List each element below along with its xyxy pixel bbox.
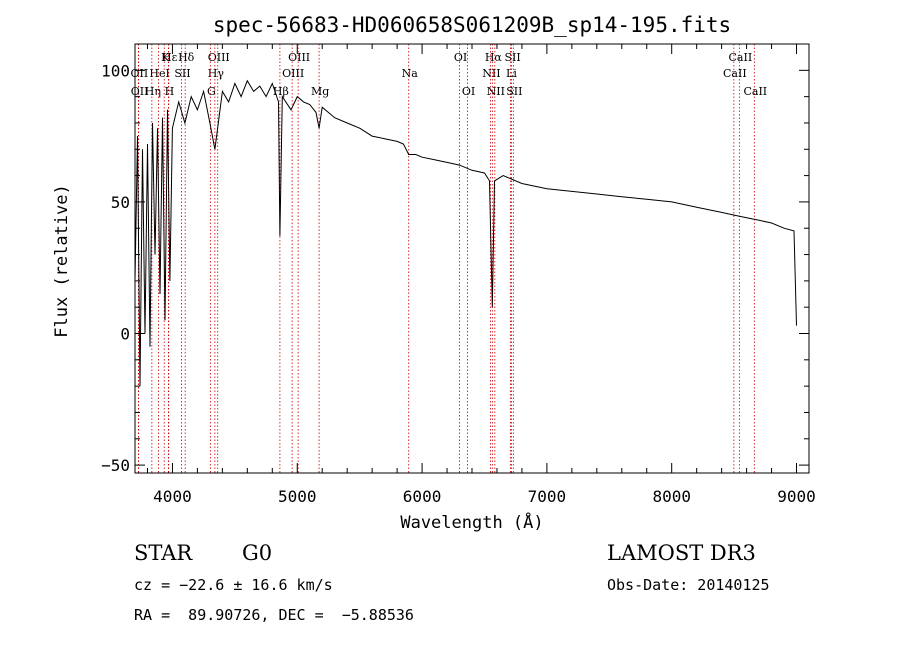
obs-date: Obs-Date: 20140125: [607, 576, 770, 594]
x-tick-label: 7000: [528, 487, 567, 506]
marker-label: OI: [462, 85, 475, 98]
y-axis: −50 0 50 100: [101, 61, 809, 475]
marker-label: Hα: [485, 51, 503, 64]
marker-label: OIII: [282, 67, 304, 80]
marker-label: NII: [482, 67, 500, 80]
marker-label: CaII: [723, 67, 747, 80]
plot-frame: [134, 43, 810, 474]
marker-label: Li: [506, 67, 517, 80]
marker-label: K: [161, 51, 170, 64]
spectrum-line: [134, 79, 797, 387]
x-axis-label: Wavelength (Å): [400, 511, 543, 533]
marker-label: OIII: [208, 51, 230, 64]
marker-label: Mg: [311, 85, 329, 98]
marker-label: SII: [506, 85, 522, 98]
marker-label: NII: [487, 85, 505, 98]
y-tick-label: 50: [111, 193, 130, 212]
marker-label: Hε: [162, 51, 178, 64]
marker-label: Hδ: [178, 51, 195, 64]
x-tick-label: 6000: [403, 487, 442, 506]
marker-label: Na: [402, 67, 419, 80]
x-tick-label: 5000: [278, 487, 317, 506]
survey-name: LAMOST DR3: [607, 541, 756, 565]
marker-label: Hη: [145, 85, 161, 98]
marker-label: Hβ: [273, 85, 289, 98]
marker-label: OI: [454, 51, 467, 64]
y-axis-label: Flux (relative): [52, 184, 72, 338]
marker-label: HeI: [149, 67, 169, 80]
marker-label: SII: [174, 67, 190, 80]
object-type: STAR: [134, 541, 193, 565]
chart-title: spec-56683-HD060658S061209B_sp14-195.fit…: [213, 13, 731, 37]
coordinates: RA = 89.90726, DEC = −5.88536: [134, 606, 414, 624]
marker-label: CaII: [743, 85, 767, 98]
marker-label: OII: [131, 67, 149, 80]
x-tick-label: 4000: [153, 487, 192, 506]
x-tick-label: 8000: [652, 487, 691, 506]
marker-label: SII: [504, 51, 520, 64]
series-group: [134, 79, 797, 387]
object-subclass: G0: [242, 541, 272, 565]
x-tick-label: 9000: [777, 487, 816, 506]
redshift-text: cz = −22.6 ± 16.6 km/s: [134, 576, 333, 594]
marker-label: CaII: [729, 51, 753, 64]
marker-label: Hγ: [208, 67, 225, 80]
marker-label: G: [207, 85, 216, 98]
marker-label: H: [165, 85, 175, 98]
y-tick-label: −50: [101, 456, 130, 475]
y-tick-label: 0: [120, 325, 130, 344]
y-tick-label: 100: [101, 61, 130, 80]
x-axis: 4000 5000 6000 7000 8000 9000: [146, 44, 816, 506]
marker-label: OIII: [288, 51, 310, 64]
